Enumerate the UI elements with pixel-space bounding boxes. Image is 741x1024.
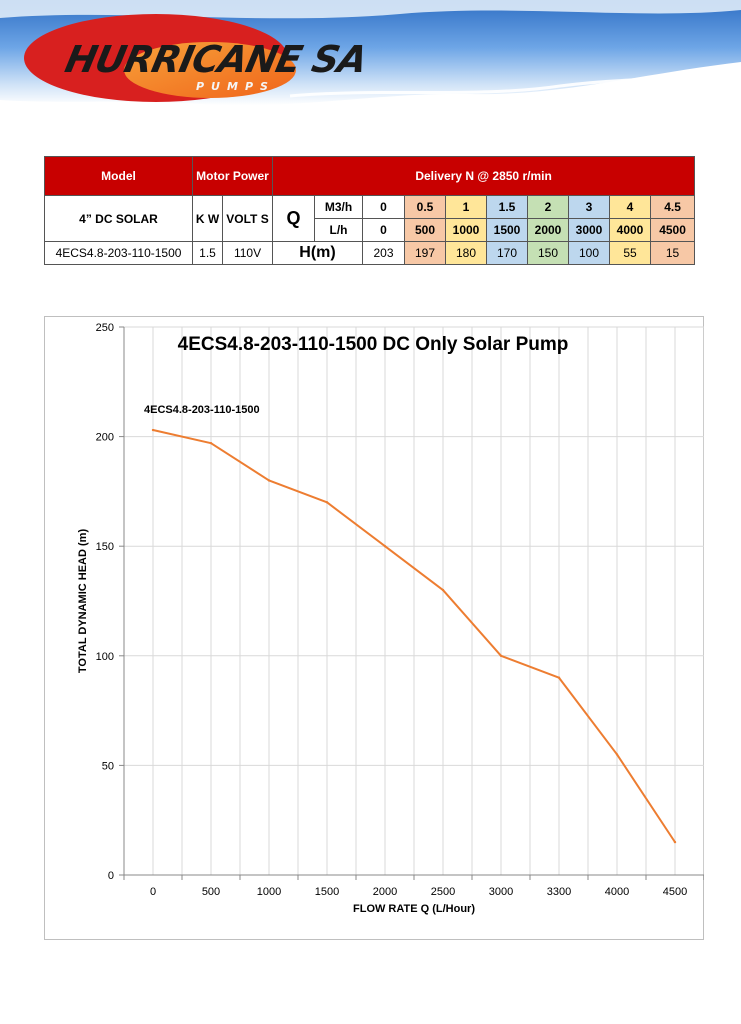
volts-label: VOLT S [221,195,274,242]
head-value: 15 [650,241,696,265]
data-point [499,654,503,657]
x-tick-label: 3000 [489,886,513,898]
y-tick-label: 100 [96,651,114,663]
spec-table: Model Motor Power Delivery N @ 2850 r/mi… [44,156,696,265]
lh-value: 1500 [486,218,529,242]
x-tick-label: 500 [202,886,220,898]
m3h-value: 0 [362,195,406,219]
x-tick-label: 2500 [431,886,455,898]
x-tick-label: 0 [150,886,156,898]
header-model: Model [44,156,193,196]
m3h-value: 4 [609,195,652,219]
data-point [267,479,271,482]
lh-value: 0 [362,218,406,242]
y-tick-label: 50 [102,760,114,772]
m3h-value: 4.5 [650,195,696,219]
model-series: 4” DC SOLAR [44,195,193,242]
series-label: 4ECS4.8-203-110-1500 [144,404,260,416]
table-row-m3h: 4” DC SOLAR K W VOLT S Q M3/h 0 0.5 1 1.… [44,195,696,242]
header-delivery: Delivery N @ 2850 r/min [272,156,696,196]
y-tick-label: 150 [96,541,114,553]
x-tick-label: 4000 [605,886,629,898]
lh-value: 500 [404,218,447,242]
x-axis-label: FLOW RATE Q (L/Hour) [353,903,475,915]
lh-value: 1000 [445,218,488,242]
x-tick-label: 2000 [373,886,397,898]
x-tick-label: 4500 [663,886,687,898]
lh-value: 2000 [527,218,570,242]
header-motor-power: Motor Power [191,156,274,196]
hm-label: H(m) [272,241,364,265]
q-label: Q [272,195,316,242]
m3h-value: 2 [527,195,570,219]
chart-title: 4ECS4.8-203-110-1500 DC Only Solar Pump [178,334,569,355]
head-value: 100 [568,241,611,265]
data-point [383,545,387,548]
m3h-label: M3/h [314,195,364,219]
head-value: 55 [609,241,652,265]
head-value: 197 [404,241,447,265]
x-tick-label: 3300 [547,886,571,898]
x-tick-label: 1500 [315,886,339,898]
y-axis-label: TOTAL DYNAMIC HEAD (m) [77,529,89,674]
m3h-value: 1.5 [486,195,529,219]
head-value: 180 [445,241,488,265]
volts-value: 110V [221,241,274,265]
y-tick-label: 250 [96,322,114,334]
data-point [151,428,155,432]
data-point [557,676,561,679]
kw-value: 1.5 [192,241,223,265]
data-point [441,588,445,592]
logo-sub: PUMPS [196,80,275,93]
lh-label: L/h [314,218,364,242]
table-header-row: Model Motor Power Delivery N @ 2850 r/mi… [44,156,696,196]
table-row-lh: L/h 0 500 1000 1500 2000 3000 4000 4500 [45,218,696,242]
data-point [325,501,329,504]
logo-orange-ellipse [124,42,296,98]
table-row-head: 4ECS4.8-203-110-1500 1.5 110V H(m) 203 1… [44,241,696,265]
series-line [152,429,676,843]
lh-value: 4000 [609,218,652,242]
head-value: 170 [486,241,529,265]
lh-value: 3000 [568,218,611,242]
m3h-value: 1 [445,195,488,219]
header-background [0,0,741,112]
y-tick-label: 0 [108,870,114,882]
y-tick-label: 200 [96,432,114,444]
lh-value: 4500 [650,218,696,242]
m3h-value: 3 [568,195,611,219]
x-tick-label: 1000 [257,886,281,898]
data-point [209,441,213,445]
head-value: 150 [527,241,570,265]
head-value: 203 [362,241,406,265]
kw-label: K W [192,195,223,242]
model-code: 4ECS4.8-203-110-1500 [44,241,193,265]
data-point [673,840,677,844]
header-banner: HURRICANE SA PUMPS [0,0,741,112]
m3h-value: 0.5 [404,195,447,219]
logo-name: HURRICANE SA [61,38,371,81]
data-point [615,753,619,756]
